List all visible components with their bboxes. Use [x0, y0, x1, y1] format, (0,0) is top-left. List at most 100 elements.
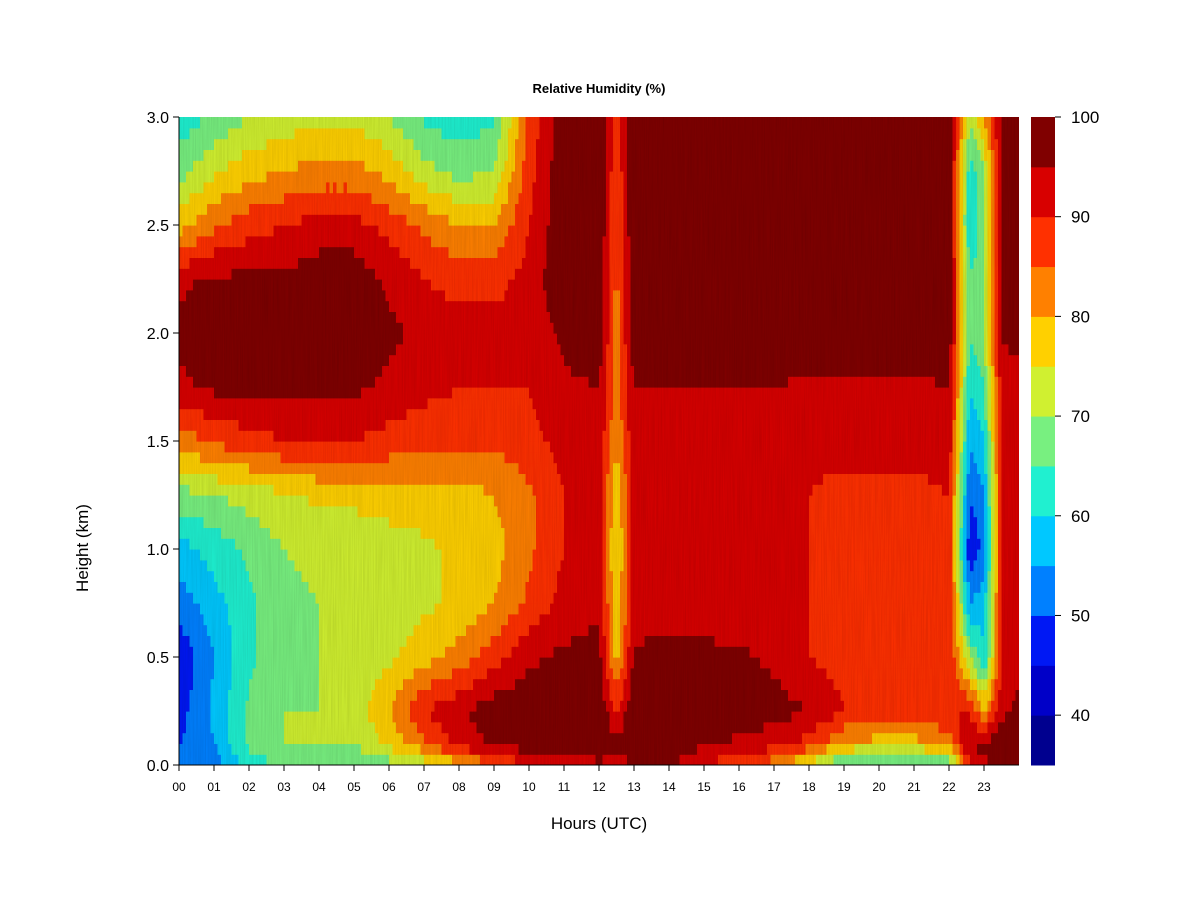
- heatmap-cell: [189, 711, 194, 723]
- heatmap-cell: [406, 192, 411, 204]
- heatmap-cell: [263, 127, 268, 140]
- heatmap-cell: [329, 127, 334, 140]
- heatmap-cell: [410, 117, 415, 129]
- heatmap-cell: [434, 549, 439, 561]
- heatmap-cell: [350, 581, 355, 593]
- heatmap-cell: [459, 657, 464, 669]
- heatmap-cell: [210, 624, 215, 636]
- heatmap-cell: [361, 635, 366, 647]
- heatmap-cell: [207, 635, 212, 647]
- heatmap-cell: [448, 397, 453, 410]
- heatmap-cell: [200, 268, 205, 280]
- heatmap-cell: [392, 516, 397, 528]
- heatmap-cell: [291, 495, 296, 507]
- heatmap-cell: [368, 289, 373, 302]
- heatmap-cell: [462, 657, 467, 669]
- heatmap-cell: [413, 333, 418, 345]
- heatmap-cell: [207, 689, 212, 701]
- heatmap-cell: [399, 333, 404, 345]
- heatmap-cell: [371, 516, 376, 528]
- heatmap-cell: [420, 527, 425, 539]
- heatmap-cell: [389, 538, 394, 550]
- heatmap-cell: [441, 397, 446, 410]
- heatmap-cell: [326, 581, 331, 593]
- heatmap-cell: [420, 624, 425, 636]
- heatmap-cell: [238, 592, 243, 604]
- heatmap-cell: [392, 300, 397, 312]
- heatmap-cell: [200, 657, 205, 669]
- heatmap-cell: [193, 117, 198, 129]
- heatmap-cell: [406, 300, 411, 312]
- heatmap-cell: [441, 117, 446, 129]
- heatmap-cell: [445, 473, 450, 485]
- heatmap-cell: [396, 387, 401, 399]
- heatmap-cell: [193, 333, 198, 345]
- heatmap-cell: [221, 678, 226, 690]
- heatmap-cell: [217, 451, 222, 464]
- heatmap-cell: [399, 451, 404, 464]
- heatmap-cell: [231, 603, 236, 615]
- heatmap-cell: [245, 203, 250, 215]
- heatmap-cell: [221, 354, 226, 366]
- heatmap-cell: [179, 354, 184, 366]
- heatmap-cell: [329, 516, 334, 528]
- heatmap-cell: [273, 268, 278, 280]
- heatmap-cell: [462, 268, 467, 280]
- heatmap-cell: [462, 430, 467, 442]
- heatmap-cell: [277, 484, 282, 496]
- heatmap-cell: [217, 603, 222, 615]
- heatmap-cell: [361, 322, 366, 334]
- heatmap-cell: [203, 462, 208, 474]
- heatmap-cell: [315, 603, 320, 615]
- heatmap-cell: [273, 354, 278, 366]
- heatmap-cell: [256, 559, 261, 572]
- heatmap-cell: [329, 451, 334, 464]
- heatmap-cell: [249, 505, 254, 518]
- heatmap-cell: [266, 743, 271, 755]
- heatmap-cell: [375, 700, 380, 712]
- heatmap-cell: [438, 246, 443, 258]
- heatmap-cell: [224, 441, 229, 453]
- heatmap-cell: [413, 505, 418, 518]
- heatmap-cell: [280, 311, 285, 323]
- heatmap-cell: [196, 203, 201, 215]
- heatmap-cell: [392, 397, 397, 410]
- heatmap-cell: [249, 678, 254, 690]
- heatmap-cell: [280, 473, 285, 485]
- heatmap-cell: [249, 538, 254, 550]
- heatmap-cell: [368, 171, 373, 183]
- heatmap-cell: [375, 721, 380, 734]
- heatmap-cell: [333, 289, 338, 302]
- heatmap-cell: [308, 127, 313, 140]
- heatmap-cell: [462, 527, 467, 539]
- heatmap-cell: [207, 732, 212, 744]
- heatmap-cell: [305, 711, 310, 723]
- heatmap-cell: [235, 462, 240, 474]
- heatmap-cell: [259, 516, 264, 528]
- heatmap-cell: [245, 311, 250, 323]
- heatmap-cell: [266, 462, 271, 474]
- heatmap-cell: [340, 754, 345, 765]
- heatmap-cell: [375, 235, 380, 248]
- heatmap-cell: [413, 462, 418, 474]
- heatmap-cell: [375, 214, 380, 226]
- heatmap-cell: [207, 117, 212, 129]
- heatmap-cell: [434, 171, 439, 183]
- heatmap-cell: [427, 246, 432, 258]
- heatmap-cell: [308, 171, 313, 183]
- heatmap-cell: [406, 257, 411, 269]
- heatmap-cell: [431, 376, 436, 388]
- heatmap-cell: [210, 462, 215, 474]
- heatmap-cell: [350, 754, 355, 765]
- heatmap-cell: [462, 613, 467, 626]
- heatmap-cell: [210, 689, 215, 701]
- heatmap-cell: [427, 613, 432, 626]
- heatmap-cell: [322, 473, 327, 485]
- heatmap-cell: [207, 300, 212, 312]
- heatmap-cell: [182, 473, 187, 485]
- heatmap-cell: [203, 754, 208, 765]
- heatmap-cell: [189, 430, 194, 442]
- heatmap-cell: [434, 754, 439, 765]
- heatmap-cell: [315, 743, 320, 755]
- heatmap-cell: [259, 127, 264, 140]
